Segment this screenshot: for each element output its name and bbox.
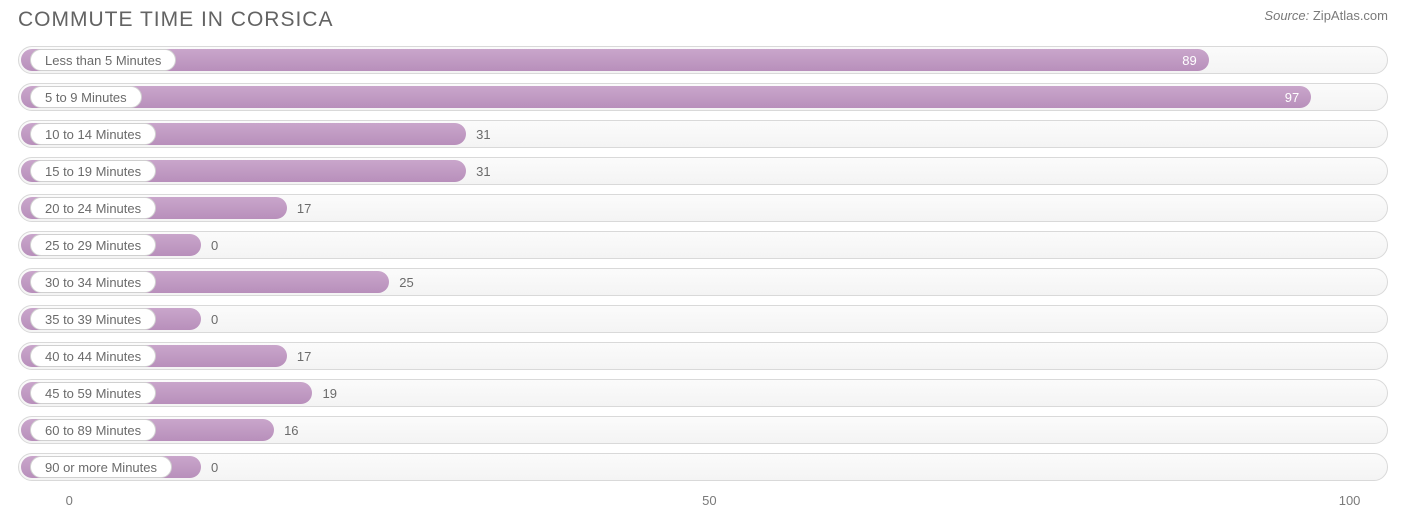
category-pill: Less than 5 Minutes [30, 49, 176, 71]
value-label: 31 [476, 157, 490, 185]
bar-track [18, 231, 1388, 259]
bar-row: 25 to 29 Minutes 0 [18, 231, 1388, 259]
category-pill: 40 to 44 Minutes [30, 345, 156, 367]
bar-row: Less than 5 Minutes 89 [18, 46, 1388, 74]
x-tick: 50 [702, 493, 716, 508]
category-pill: 60 to 89 Minutes [30, 419, 156, 441]
value-label: 17 [297, 342, 311, 370]
category-pill: 35 to 39 Minutes [30, 308, 156, 330]
category-pill: 45 to 59 Minutes [30, 382, 156, 404]
value-label: 0 [211, 453, 218, 481]
value-label: 0 [211, 305, 218, 333]
source-name: ZipAtlas.com [1313, 8, 1388, 23]
category-pill: 30 to 34 Minutes [30, 271, 156, 293]
bar-row: 35 to 39 Minutes 0 [18, 305, 1388, 333]
bar-track [18, 453, 1388, 481]
bar-fill [21, 86, 1311, 108]
x-tick: 100 [1339, 493, 1361, 508]
bar-fill [21, 49, 1209, 71]
value-label: 97 [1285, 83, 1299, 111]
bar-row: 15 to 19 Minutes 31 [18, 157, 1388, 185]
category-pill: 10 to 14 Minutes [30, 123, 156, 145]
bar-track [18, 305, 1388, 333]
bar-row: 20 to 24 Minutes 17 [18, 194, 1388, 222]
category-pill: 5 to 9 Minutes [30, 86, 142, 108]
x-axis: 0 50 100 [18, 493, 1388, 513]
bar-row: 5 to 9 Minutes 97 [18, 83, 1388, 111]
value-label: 16 [284, 416, 298, 444]
chart-header: COMMUTE TIME IN CORSICA Source: ZipAtlas… [0, 0, 1406, 32]
source-label: Source: [1264, 8, 1309, 23]
value-label: 25 [399, 268, 413, 296]
x-tick: 0 [66, 493, 73, 508]
chart-plot-area: Less than 5 Minutes 89 5 to 9 Minutes 97 10 … [18, 46, 1388, 487]
bar-row: 10 to 14 Minutes 31 [18, 120, 1388, 148]
value-label: 0 [211, 231, 218, 259]
value-label: 19 [322, 379, 336, 407]
source-attribution: Source: ZipAtlas.com [1264, 8, 1388, 23]
category-pill: 15 to 19 Minutes [30, 160, 156, 182]
value-label: 17 [297, 194, 311, 222]
chart-title: COMMUTE TIME IN CORSICA [18, 8, 333, 32]
bar-row: 45 to 59 Minutes 19 [18, 379, 1388, 407]
bar-row: 60 to 89 Minutes 16 [18, 416, 1388, 444]
bar-row: 40 to 44 Minutes 17 [18, 342, 1388, 370]
category-pill: 20 to 24 Minutes [30, 197, 156, 219]
bar-row: 90 or more Minutes 0 [18, 453, 1388, 481]
category-pill: 25 to 29 Minutes [30, 234, 156, 256]
value-label: 31 [476, 120, 490, 148]
category-pill: 90 or more Minutes [30, 456, 172, 478]
bar-row: 30 to 34 Minutes 25 [18, 268, 1388, 296]
value-label: 89 [1182, 46, 1196, 74]
